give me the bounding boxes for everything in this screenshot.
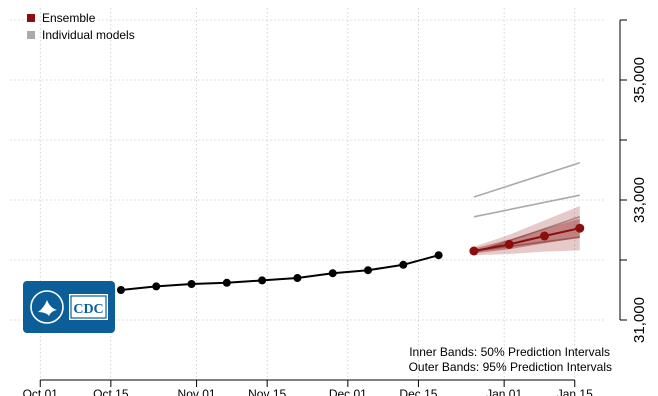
ensemble-point <box>469 246 479 256</box>
axes: Oct 01 Oct 15 Nov 01 Nov 15 Dec 01 Dec 15 Jan … <box>23 19 648 396</box>
cdc-text-box <box>69 294 108 320</box>
x-tick-label: Jan 15 <box>557 387 593 396</box>
legend-label-ensemble: Ensemble <box>42 11 96 25</box>
inner-bands-note: Inner Bands: 50% Prediction Intervals <box>409 345 610 359</box>
observed-point <box>222 278 231 287</box>
y-tick-label: 31,000 <box>631 297 648 343</box>
ensemble-point <box>504 239 514 249</box>
observed-point <box>328 269 337 278</box>
series-lines <box>120 227 581 291</box>
outer-bands-note: Outer Bands: 95% Prediction Intervals <box>409 360 612 374</box>
outer-prediction-band <box>473 206 580 256</box>
observed-point <box>293 274 302 282</box>
x-tick-label: Jan 01 <box>486 387 522 396</box>
ensemble-line <box>473 227 581 252</box>
observed-point <box>258 276 267 285</box>
observed-point <box>116 286 125 294</box>
legend-swatch-ensemble <box>27 14 35 22</box>
observed-point <box>152 282 161 291</box>
x-tick-label: Nov 01 <box>178 387 216 396</box>
legend-label-individual-models: Individual models <box>42 28 135 42</box>
individual-model-line <box>473 162 581 198</box>
x-tick-label: Dec 01 <box>329 387 367 396</box>
prediction-bands <box>473 206 580 256</box>
individual-model-line <box>473 194 580 218</box>
observed-point <box>399 260 408 269</box>
cdc-logo: CDC <box>23 281 115 333</box>
hhs-seal-icon <box>30 290 64 324</box>
cdc-logo-text: CDC <box>73 302 103 317</box>
ensemble-point <box>575 223 585 233</box>
ensemble-point <box>539 231 549 241</box>
series-points <box>116 223 585 294</box>
x-tick-label: Oct 01 <box>23 387 59 396</box>
observed-point <box>187 280 196 288</box>
observed-point <box>434 251 443 260</box>
legend-swatch-individual-models <box>27 31 35 39</box>
hhs-eagle-icon <box>38 300 57 316</box>
interval-note: Inner Bands: 50% Prediction Intervals Ou… <box>409 345 612 374</box>
x-tick-label: Nov 15 <box>248 387 286 396</box>
legend: Ensemble Individual models <box>27 11 135 42</box>
observed-point <box>364 266 373 275</box>
observed-line <box>120 254 439 291</box>
inner-prediction-band <box>473 218 580 254</box>
y-tick-label: 35,000 <box>631 57 648 103</box>
grid <box>10 8 605 380</box>
x-tick-label: Oct 15 <box>93 387 129 396</box>
x-tick-label: Dec 15 <box>399 387 437 396</box>
y-tick-label: 33,000 <box>631 177 648 223</box>
